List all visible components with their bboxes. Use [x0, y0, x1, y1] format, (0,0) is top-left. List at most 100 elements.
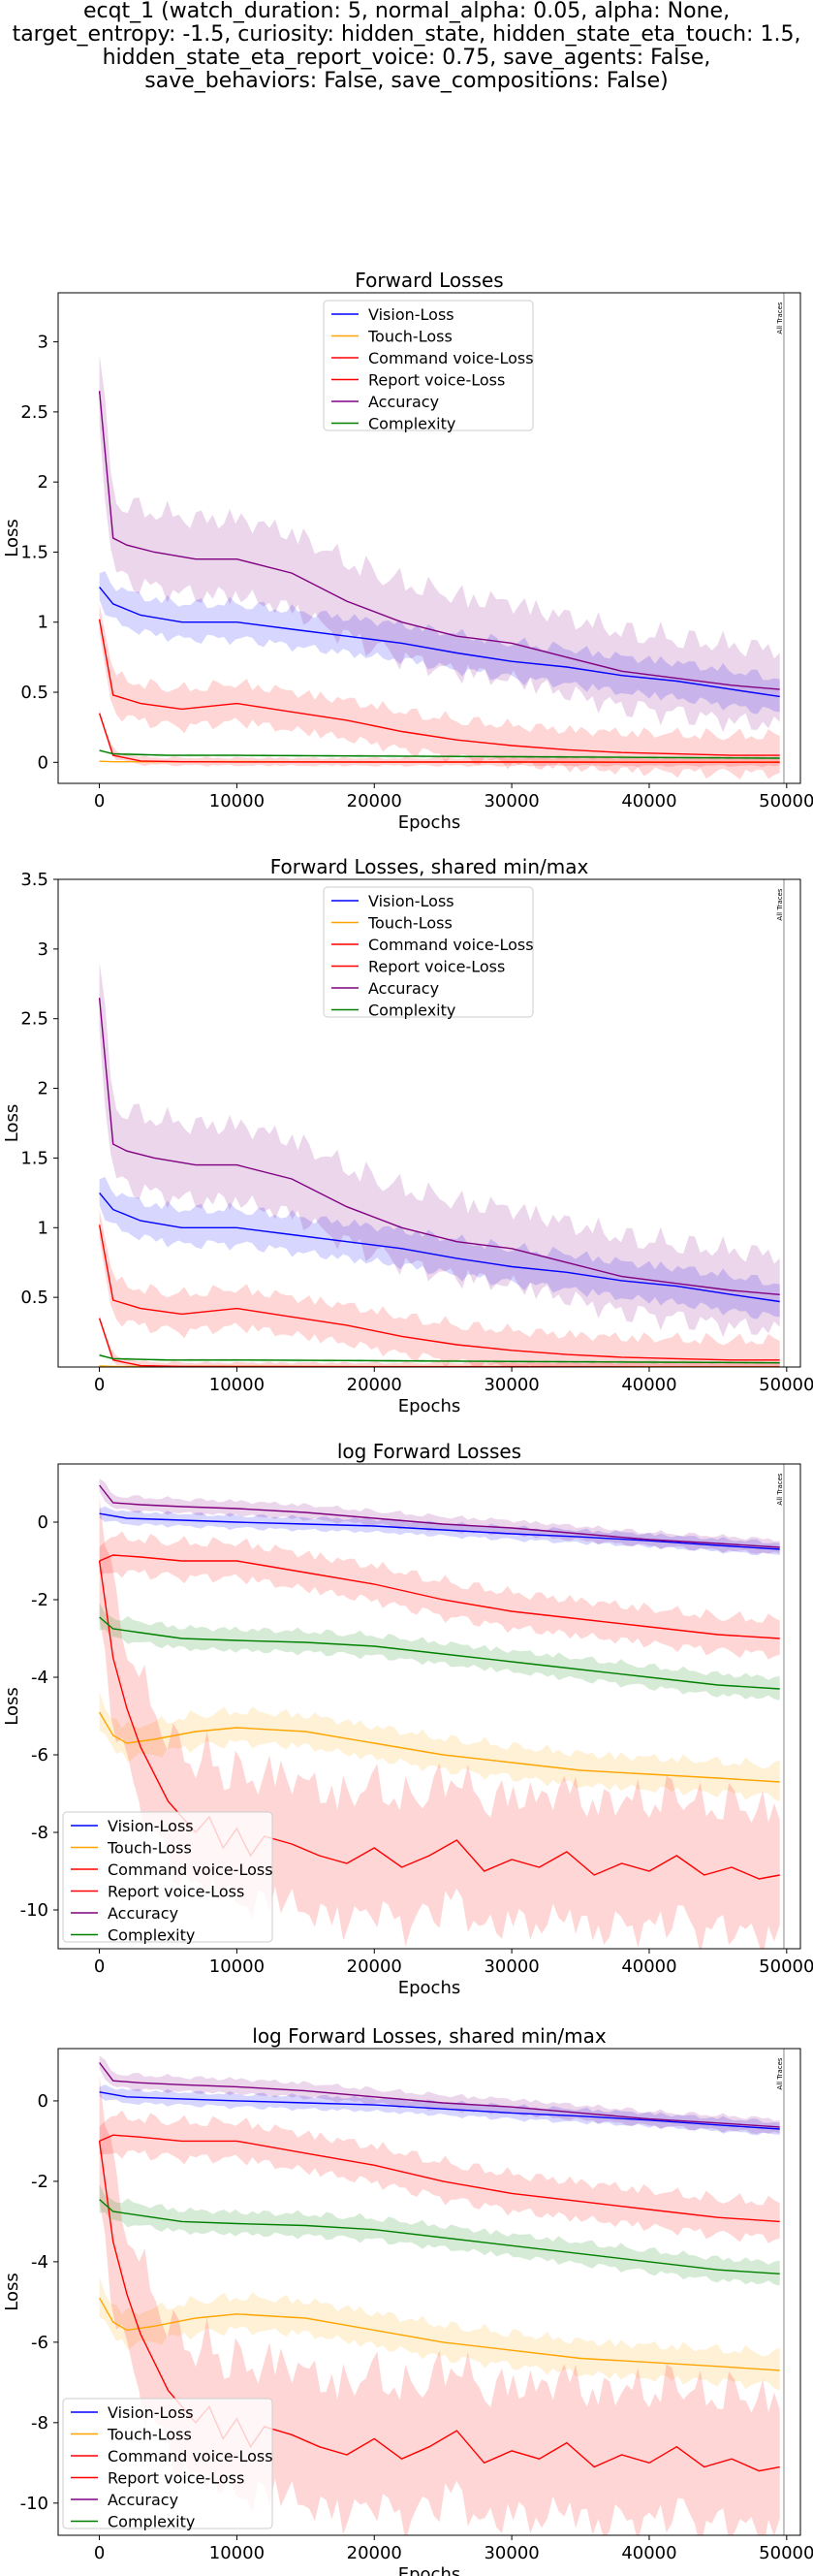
x-tick-label: 20000	[347, 2543, 402, 2563]
x-tick-label: 30000	[484, 791, 539, 811]
y-tick-label: 1.5	[20, 1148, 48, 1168]
x-axis-label: Epochs	[398, 812, 461, 833]
legend-entry: Complexity	[368, 415, 455, 433]
series-line-report	[98, 2141, 780, 2472]
suptitle-line: hidden_state_eta_report_voice: 0.75, sav…	[102, 46, 711, 70]
chart-title: Forward Losses	[355, 269, 503, 292]
legend-entry: Vision-Loss	[368, 892, 454, 910]
chart-panel: log Forward Losses All Traces 0 10000 20000 3…	[2, 1440, 813, 1998]
x-axis-label: Epochs	[398, 1396, 461, 1416]
series-line-complexity	[99, 1354, 780, 1364]
y-tick-label: 1.5	[20, 542, 48, 562]
legend-entry: Touch-Loss	[107, 2426, 192, 2444]
legend-entry: Vision-Loss	[368, 305, 454, 324]
y-tick-label: -10	[20, 1900, 48, 1921]
x-axis-label: Epochs	[398, 1978, 461, 1998]
all-traces-label: All Traces	[776, 1473, 784, 1505]
plot-frame	[57, 292, 801, 784]
x-tick-label: 10000	[209, 1956, 265, 1977]
series-band-accuracy	[99, 2055, 780, 2134]
series-line-touch	[98, 1711, 780, 1783]
plot-frame	[57, 2048, 801, 2536]
x-tick-label: 30000	[484, 1375, 539, 1395]
series-band-command	[99, 604, 780, 779]
legend: Vision-Loss Touch-Loss Command voice-Loss R…	[62, 1811, 273, 1945]
y-tick-label: -8	[31, 2413, 48, 2433]
y-tick-label: -8	[31, 1823, 48, 1843]
x-tick-label: 0	[94, 2543, 105, 2563]
series-line-complexity	[99, 2199, 780, 2274]
suptitle-line: target_entropy: -1.5, curiosity: hidden_…	[12, 22, 801, 47]
x-axis-label: Epochs	[398, 2564, 461, 2576]
legend-entry: Accuracy	[368, 979, 439, 998]
legend-entry: Complexity	[108, 1926, 195, 1945]
series-band-vision	[99, 2084, 780, 2136]
series-band-touch	[99, 1691, 780, 1802]
y-tick-label: -4	[31, 1668, 48, 1688]
x-tick-label: 40000	[621, 2543, 676, 2563]
legend-entry: Accuracy	[108, 1904, 178, 1923]
y-axis-label: Loss	[2, 519, 22, 557]
series-band-command	[99, 2110, 780, 2243]
x-tick-label: 20000	[347, 1956, 402, 1977]
series-line-vision	[99, 1512, 780, 1550]
all-traces-label: All Traces	[776, 302, 784, 334]
chart-panel: Forward Losses All Traces 0 10000 20000 30000…	[2, 269, 813, 833]
x-tick-label: 50000	[759, 1956, 813, 1977]
series-band-accuracy	[99, 354, 780, 733]
y-tick-label: 2.5	[20, 402, 48, 423]
plot-frame	[57, 878, 801, 1368]
legend-frame	[323, 886, 534, 1018]
y-axis-label: Loss	[2, 1104, 22, 1142]
chart-panel: log Forward Losses, shared min/max All Tr…	[2, 2024, 813, 2576]
figure-suptitle: ecqt_1 (watch_duration: 5, normal_alpha:…	[0, 0, 813, 93]
series-band-accuracy	[99, 1479, 780, 1554]
x-tick-label: 40000	[621, 1956, 676, 1977]
series-band-command	[99, 1531, 780, 1660]
legend-entry: Accuracy	[368, 393, 439, 411]
y-tick-label: 2	[38, 472, 48, 493]
all-traces-label: All Traces	[776, 2057, 784, 2089]
y-tick-label: 0.5	[20, 683, 48, 703]
y-tick-label: -6	[31, 2333, 48, 2353]
x-tick-label: 20000	[347, 791, 402, 811]
y-tick-label: -4	[31, 2252, 48, 2273]
y-tick-label: 3	[38, 939, 48, 960]
legend: Vision-Loss Touch-Loss Command voice-Loss R…	[323, 886, 534, 1020]
series-line-accuracy	[99, 2062, 780, 2128]
chart-title: Forward Losses, shared min/max	[270, 855, 589, 878]
x-tick-label: 0	[94, 1375, 105, 1395]
y-tick-label: -2	[31, 1590, 48, 1610]
x-tick-label: 10000	[209, 1375, 265, 1395]
legend-entry: Complexity	[368, 1002, 455, 1020]
legend-entry: Vision-Loss	[108, 2403, 194, 2422]
series-band-complexity	[99, 2184, 780, 2286]
x-tick-label: 30000	[484, 1956, 539, 1977]
x-tick-label: 40000	[621, 791, 676, 811]
series-line-accuracy	[99, 1484, 780, 1548]
y-tick-label: -6	[31, 1745, 48, 1765]
series-band-accuracy	[99, 962, 780, 1338]
y-axis-label: Loss	[2, 1687, 22, 1725]
suptitle-line: ecqt_1 (watch_duration: 5, normal_alpha:…	[82, 0, 731, 23]
series-line-report	[98, 1560, 780, 1880]
y-tick-label: 0	[38, 1512, 48, 1533]
series-line-command	[98, 1224, 780, 1361]
legend-frame	[62, 2398, 273, 2529]
y-tick-label: 0.5	[20, 1288, 48, 1308]
y-tick-label: 2.5	[20, 1009, 48, 1030]
legend-entry: Command voice-Loss	[368, 936, 534, 954]
legend-entry: Report voice-Loss	[108, 1883, 244, 1901]
series-line-report	[98, 713, 780, 763]
y-tick-label: 3	[38, 333, 48, 353]
legend-entry: Command voice-Loss	[108, 1860, 273, 1879]
legend-entry: Complexity	[108, 2513, 195, 2531]
series-band-touch	[99, 2276, 780, 2391]
y-tick-label: -10	[20, 2494, 48, 2514]
x-tick-label: 40000	[621, 1375, 676, 1395]
series-line-complexity	[99, 1616, 780, 1690]
series-band-vision	[99, 1176, 780, 1320]
plot-area	[98, 962, 780, 1367]
all-traces-label: All Traces	[776, 888, 784, 920]
plot-area	[98, 354, 780, 779]
